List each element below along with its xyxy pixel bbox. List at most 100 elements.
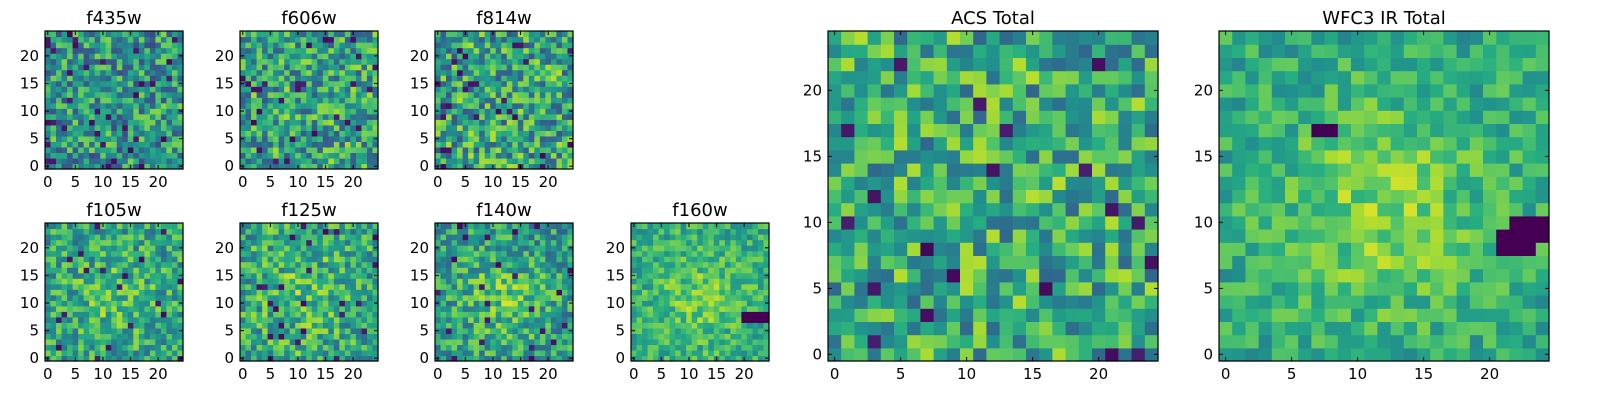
- heatmap-cell: [100, 102, 107, 109]
- heatmap-cell: [556, 223, 563, 230]
- heatmap-cell: [479, 69, 486, 76]
- heatmap-cell: [435, 250, 442, 257]
- heatmap-cell: [138, 355, 145, 362]
- heatmap-cell: [56, 119, 63, 126]
- heatmap-cell: [697, 300, 704, 307]
- heatmap-cell: [658, 283, 665, 290]
- heatmap-cell: [267, 256, 274, 263]
- heatmap-cell: [828, 149, 842, 164]
- heatmap-cell: [986, 334, 1001, 349]
- heatmap-cell: [517, 256, 524, 263]
- heatmap-cell: [317, 97, 324, 104]
- heatmap-cell: [686, 294, 693, 301]
- heatmap-cell: [155, 256, 162, 263]
- heatmap-cell: [116, 102, 123, 109]
- heatmap-cell: [256, 245, 263, 252]
- heatmap-cell: [517, 91, 524, 98]
- heatmap-cell: [973, 215, 987, 230]
- heatmap-cell: [647, 355, 654, 362]
- heatmap-cell: [122, 239, 129, 246]
- heatmap-cell: [67, 311, 74, 318]
- heatmap-cell: [719, 272, 726, 279]
- heatmap-cell: [160, 47, 168, 54]
- heatmap-cell: [177, 311, 184, 318]
- heatmap-cell: [361, 108, 368, 115]
- heatmap-cell: [245, 91, 252, 98]
- heatmap-cell: [144, 102, 151, 109]
- heatmap-cell: [361, 163, 368, 170]
- heatmap-cell: [361, 272, 368, 279]
- heatmap-cell: [523, 75, 530, 82]
- heatmap-cell: [366, 267, 374, 274]
- heatmap-cell: [295, 97, 302, 104]
- heatmap-cell: [245, 344, 252, 351]
- heatmap-cell: [300, 311, 307, 318]
- heatmap-cell: [278, 245, 285, 252]
- heatmap-cell: [94, 163, 101, 170]
- heatmap-cell: [300, 135, 307, 142]
- heatmap-cell: [854, 334, 869, 349]
- heatmap-cell: [713, 333, 720, 340]
- heatmap-cell: [894, 202, 908, 217]
- heatmap-cell: [664, 300, 671, 307]
- heatmap-cell: [111, 234, 118, 241]
- heatmap-cell: [534, 294, 541, 301]
- heatmap-cell: [56, 108, 63, 115]
- heatmap-cell: [372, 305, 379, 312]
- heatmap-cell: [828, 255, 842, 270]
- heatmap-cell: [171, 124, 179, 131]
- heatmap-cell: [111, 42, 118, 49]
- heatmap-cell: [262, 64, 269, 71]
- heatmap-cell: [100, 305, 107, 312]
- heatmap-cell: [94, 91, 101, 98]
- heatmap-cell: [333, 272, 340, 279]
- heatmap-cell: [171, 108, 179, 115]
- heatmap-cell: [256, 261, 263, 268]
- heatmap-cell: [446, 157, 453, 165]
- heatmap-cell: [501, 327, 508, 334]
- heatmap-cell: [94, 124, 101, 131]
- heatmap-cell: [322, 119, 329, 126]
- heatmap-cell: [100, 108, 107, 115]
- heatmap-cell: [528, 311, 535, 318]
- heatmap-cell: [300, 102, 307, 109]
- heatmap-cell: [457, 355, 464, 362]
- heatmap-cell: [262, 333, 269, 340]
- heatmap-cell: [105, 86, 112, 93]
- heatmap-cell: [166, 278, 173, 285]
- heatmap-cell: [306, 64, 313, 71]
- heatmap-cell: [166, 64, 173, 71]
- heatmap-cell: [479, 338, 486, 346]
- heatmap-cell: [724, 349, 731, 357]
- heatmap-cell: [78, 36, 85, 43]
- heatmap-cell: [528, 36, 535, 43]
- heatmap-cell: [730, 300, 737, 307]
- heatmap-cell: [920, 189, 935, 204]
- heatmap-cell: [144, 250, 151, 257]
- heatmap-cell: [713, 344, 720, 351]
- heatmap-cell: [457, 64, 464, 71]
- heatmap-cell: [251, 75, 258, 82]
- heatmap-cell: [100, 333, 107, 340]
- heatmap-cell: [361, 119, 368, 126]
- heatmap-cell: [752, 283, 759, 290]
- heatmap-cell: [245, 223, 252, 230]
- heatmap-cell: [468, 152, 475, 159]
- heatmap-cell: [946, 334, 961, 349]
- heatmap-cell: [675, 349, 682, 357]
- heatmap-cell: [366, 344, 374, 351]
- heatmap-cell: [724, 311, 731, 318]
- heatmap-cell: [127, 86, 134, 93]
- heatmap-cell: [933, 229, 948, 243]
- heatmap-cell: [94, 102, 101, 109]
- heatmap-cell: [473, 327, 480, 334]
- heatmap-cell: [1118, 202, 1133, 217]
- heatmap-cell: [344, 64, 351, 71]
- heatmap-cell: [240, 113, 247, 120]
- heatmap-cell: [741, 338, 748, 346]
- heatmap-cell: [284, 261, 291, 268]
- heatmap-cell: [155, 349, 162, 357]
- heatmap-cell: [278, 157, 285, 165]
- heatmap-cell: [149, 75, 156, 82]
- heatmap-cell: [155, 272, 162, 279]
